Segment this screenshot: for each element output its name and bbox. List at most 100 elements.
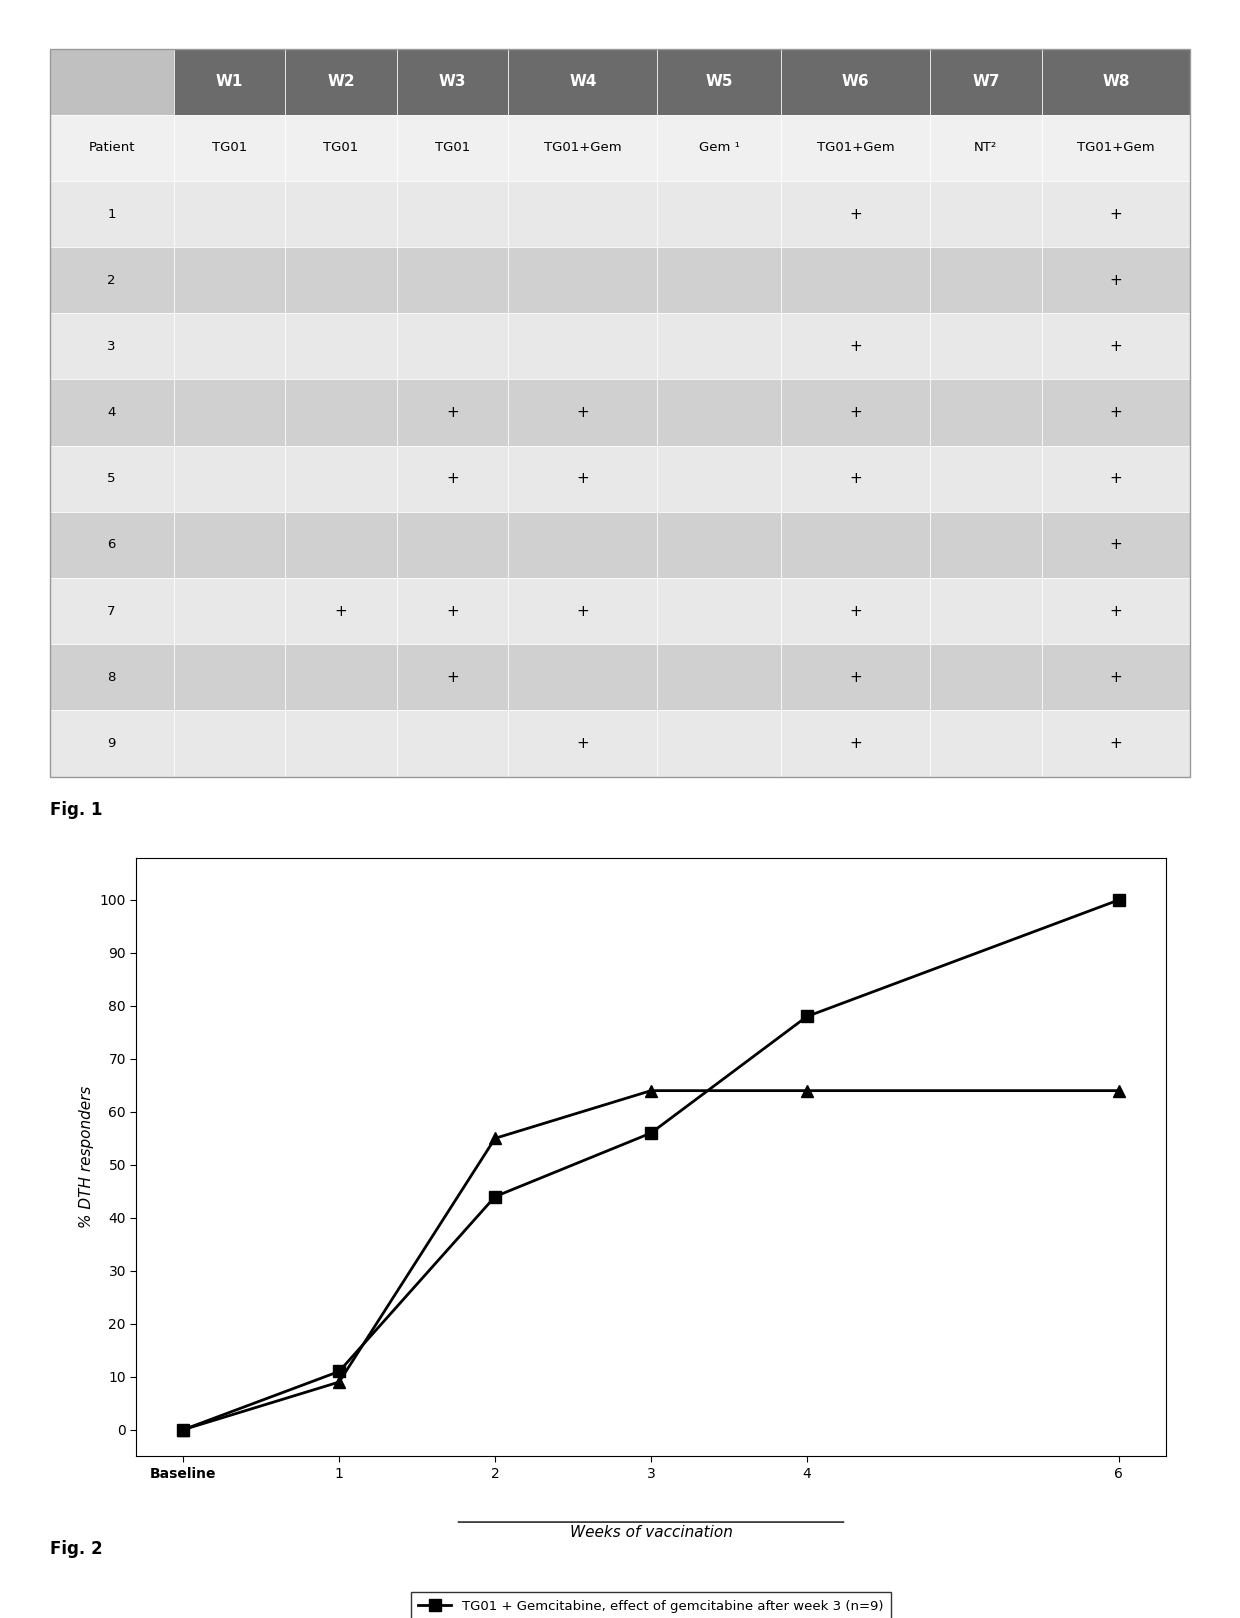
- FancyBboxPatch shape: [174, 314, 285, 380]
- TG01 (n=11): [176, 1421, 191, 1440]
- TG01 (n=11): [487, 1129, 502, 1149]
- FancyBboxPatch shape: [285, 445, 397, 511]
- FancyBboxPatch shape: [508, 445, 657, 511]
- Text: +: +: [446, 471, 459, 487]
- FancyBboxPatch shape: [508, 248, 657, 314]
- FancyBboxPatch shape: [508, 380, 657, 445]
- FancyBboxPatch shape: [781, 644, 930, 710]
- FancyBboxPatch shape: [930, 248, 1042, 314]
- FancyBboxPatch shape: [930, 380, 1042, 445]
- Text: TG01+Gem: TG01+Gem: [1078, 141, 1154, 154]
- FancyBboxPatch shape: [781, 248, 930, 314]
- FancyBboxPatch shape: [50, 578, 174, 644]
- FancyBboxPatch shape: [397, 445, 508, 511]
- FancyBboxPatch shape: [781, 511, 930, 578]
- Text: +: +: [446, 604, 459, 618]
- FancyBboxPatch shape: [174, 248, 285, 314]
- Text: W1: W1: [216, 74, 243, 89]
- Text: +: +: [577, 604, 589, 618]
- FancyBboxPatch shape: [174, 380, 285, 445]
- FancyBboxPatch shape: [285, 49, 397, 115]
- TG01 (n=11): [1111, 1081, 1126, 1100]
- Text: TG01+Gem: TG01+Gem: [544, 141, 621, 154]
- Text: +: +: [577, 404, 589, 421]
- FancyBboxPatch shape: [397, 314, 508, 380]
- FancyBboxPatch shape: [1042, 115, 1190, 181]
- FancyBboxPatch shape: [508, 710, 657, 777]
- FancyBboxPatch shape: [1042, 644, 1190, 710]
- FancyBboxPatch shape: [397, 710, 508, 777]
- TG01 + Gemcitabine, effect of gemcitabine after week 3 (n=9): [644, 1123, 658, 1142]
- Text: Weeks of vaccination: Weeks of vaccination: [569, 1526, 733, 1540]
- Text: +: +: [849, 338, 862, 354]
- Text: NT²: NT²: [975, 141, 997, 154]
- Text: +: +: [849, 471, 862, 487]
- FancyBboxPatch shape: [657, 644, 781, 710]
- FancyBboxPatch shape: [174, 115, 285, 181]
- FancyBboxPatch shape: [397, 181, 508, 248]
- FancyBboxPatch shape: [1042, 314, 1190, 380]
- TG01 + Gemcitabine, effect of gemcitabine after week 3 (n=9): [487, 1188, 502, 1207]
- Text: W3: W3: [439, 74, 466, 89]
- FancyBboxPatch shape: [657, 511, 781, 578]
- Y-axis label: % DTH responders: % DTH responders: [79, 1086, 94, 1228]
- FancyBboxPatch shape: [397, 578, 508, 644]
- Text: +: +: [1110, 537, 1122, 552]
- FancyBboxPatch shape: [508, 49, 657, 115]
- FancyBboxPatch shape: [657, 445, 781, 511]
- FancyBboxPatch shape: [50, 49, 174, 115]
- FancyBboxPatch shape: [657, 248, 781, 314]
- FancyBboxPatch shape: [930, 445, 1042, 511]
- FancyBboxPatch shape: [50, 181, 174, 248]
- FancyBboxPatch shape: [930, 115, 1042, 181]
- FancyBboxPatch shape: [174, 445, 285, 511]
- FancyBboxPatch shape: [781, 181, 930, 248]
- Text: +: +: [446, 670, 459, 684]
- FancyBboxPatch shape: [930, 49, 1042, 115]
- Text: +: +: [1110, 604, 1122, 618]
- FancyBboxPatch shape: [1042, 49, 1190, 115]
- FancyBboxPatch shape: [930, 644, 1042, 710]
- Text: +: +: [849, 670, 862, 684]
- Text: Fig. 2: Fig. 2: [50, 1540, 102, 1558]
- TG01 + Gemcitabine, effect of gemcitabine after week 3 (n=9): [800, 1006, 815, 1026]
- Text: TG01: TG01: [212, 141, 247, 154]
- TG01 + Gemcitabine, effect of gemcitabine after week 3 (n=9): [1111, 890, 1126, 909]
- Text: +: +: [1110, 670, 1122, 684]
- Text: W2: W2: [327, 74, 355, 89]
- FancyBboxPatch shape: [508, 644, 657, 710]
- Text: 1: 1: [108, 207, 115, 220]
- FancyBboxPatch shape: [930, 181, 1042, 248]
- Text: W8: W8: [1102, 74, 1130, 89]
- FancyBboxPatch shape: [930, 314, 1042, 380]
- Text: W5: W5: [706, 74, 733, 89]
- FancyBboxPatch shape: [174, 511, 285, 578]
- FancyBboxPatch shape: [397, 248, 508, 314]
- Text: +: +: [1110, 736, 1122, 751]
- Line: TG01 + Gemcitabine, effect of gemcitabine after week 3 (n=9): TG01 + Gemcitabine, effect of gemcitabin…: [177, 895, 1125, 1435]
- FancyBboxPatch shape: [1042, 511, 1190, 578]
- FancyBboxPatch shape: [781, 314, 930, 380]
- FancyBboxPatch shape: [50, 115, 174, 181]
- Text: 7: 7: [108, 605, 115, 618]
- FancyBboxPatch shape: [50, 710, 174, 777]
- Text: +: +: [849, 404, 862, 421]
- FancyBboxPatch shape: [930, 710, 1042, 777]
- FancyBboxPatch shape: [50, 380, 174, 445]
- FancyBboxPatch shape: [508, 314, 657, 380]
- Text: 8: 8: [108, 671, 115, 684]
- FancyBboxPatch shape: [50, 644, 174, 710]
- Text: +: +: [1110, 273, 1122, 288]
- FancyBboxPatch shape: [781, 445, 930, 511]
- Line: TG01 (n=11): TG01 (n=11): [177, 1086, 1125, 1435]
- FancyBboxPatch shape: [781, 380, 930, 445]
- TG01 (n=11): [644, 1081, 658, 1100]
- Text: TG01: TG01: [435, 141, 470, 154]
- Text: W4: W4: [569, 74, 596, 89]
- TG01 + Gemcitabine, effect of gemcitabine after week 3 (n=9): [176, 1421, 191, 1440]
- Text: W7: W7: [972, 74, 999, 89]
- FancyBboxPatch shape: [285, 578, 397, 644]
- Text: +: +: [1110, 404, 1122, 421]
- FancyBboxPatch shape: [285, 644, 397, 710]
- FancyBboxPatch shape: [285, 248, 397, 314]
